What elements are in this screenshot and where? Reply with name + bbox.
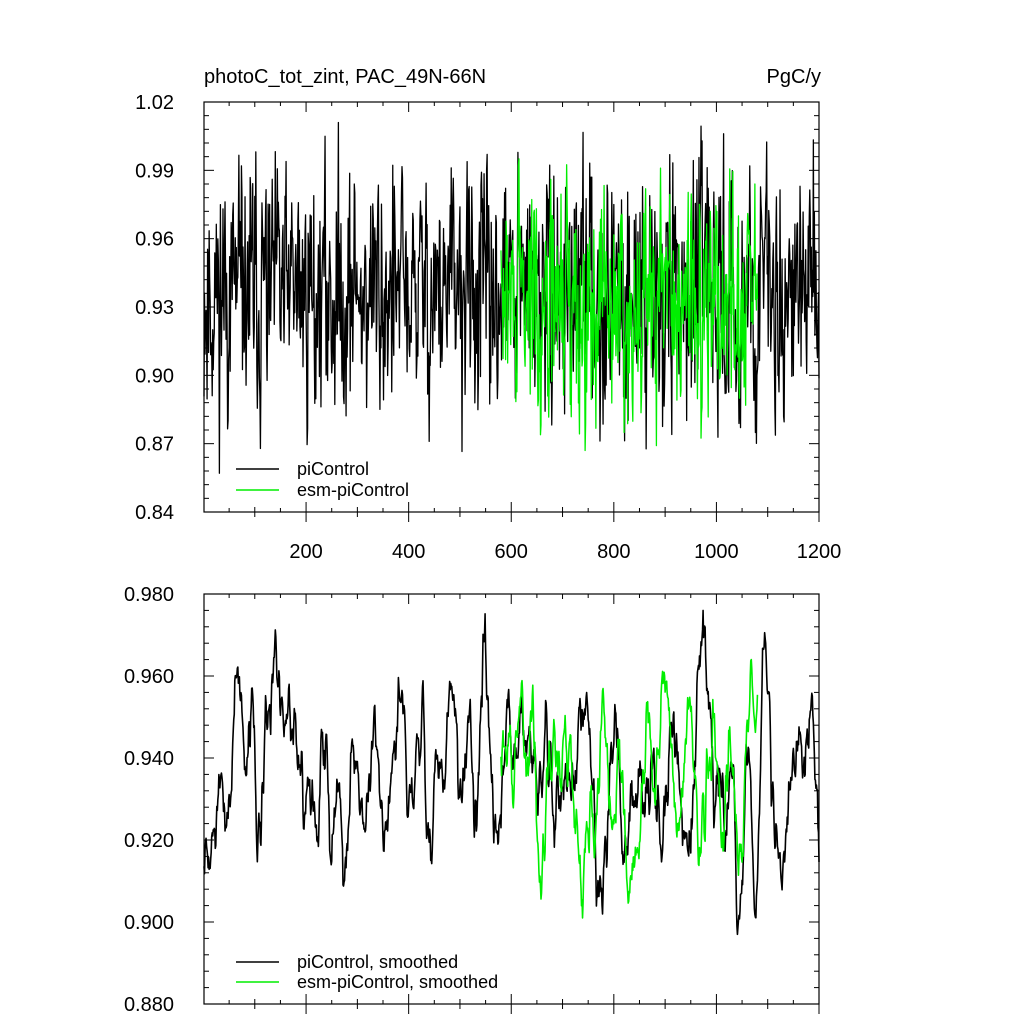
x-tick-label: 1200 [797, 541, 842, 563]
y-tick-label: 0.920 [124, 830, 174, 852]
y-tick-label: 0.960 [124, 666, 174, 688]
y-tick-label: 1.02 [135, 92, 174, 114]
series-line-esm-picontrol [500, 158, 759, 452]
bottom-ticks: 0.880 0.900 0.920 0.940 0.960 0.980 [124, 584, 820, 1016]
y-tick-label: 0.940 [124, 748, 174, 770]
y-tick-label: 0.96 [135, 229, 174, 251]
x-tick-label: 200 [289, 541, 322, 563]
top-ticks: 200 400 600 800 1000 1200 0.84 0.87 0.90 0.93 0.96… [135, 92, 841, 563]
y-tick-label: 0.900 [124, 912, 174, 934]
top-panel: photoC_tot_zint, PAC_49N-66N PgC/y 200 40… [135, 66, 841, 563]
y-tick-label: 0.84 [135, 502, 174, 524]
x-tick-label: 800 [597, 541, 630, 563]
units-label: PgC/y [767, 66, 821, 88]
legend-label-picontrol: piControl [297, 459, 369, 479]
y-tick-label: 0.980 [124, 584, 174, 606]
top-plot-frame [203, 101, 820, 513]
x-tick-label: 1000 [694, 541, 739, 563]
legend-label-esm-picontrol: esm-piControl [297, 480, 409, 500]
x-tick-label: 600 [495, 541, 528, 563]
bottom-series [203, 609, 820, 936]
y-tick-label: 0.93 [135, 297, 174, 319]
bottom-panel: 0.880 0.900 0.920 0.940 0.960 0.980 piControl… [124, 584, 820, 1016]
y-tick-label: 0.90 [135, 365, 174, 387]
y-tick-label: 0.880 [124, 994, 174, 1016]
top-title: photoC_tot_zint, PAC_49N-66N [204, 66, 486, 88]
top-legend: piControl esm-piControl [236, 459, 409, 500]
bottom-plot-frame [203, 593, 820, 1005]
x-tick-label: 400 [392, 541, 425, 563]
top-series [203, 121, 820, 474]
y-tick-label: 0.87 [135, 434, 174, 456]
legend-label-picontrol-smoothed: piControl, smoothed [297, 952, 458, 972]
series-line-esm-picontrol [500, 658, 759, 919]
y-tick-label: 0.99 [135, 160, 174, 182]
bottom-legend: piControl, smoothed esm-piControl, smoot… [236, 952, 498, 992]
legend-label-esm-picontrol-smoothed: esm-piControl, smoothed [297, 972, 498, 992]
